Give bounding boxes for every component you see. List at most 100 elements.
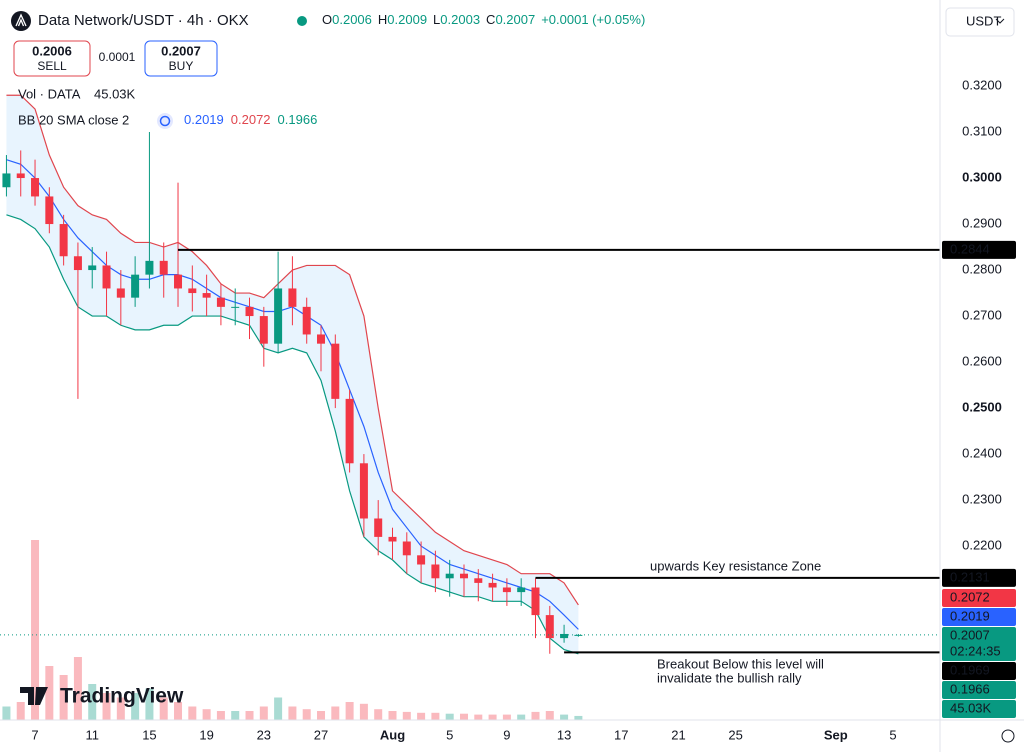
candle-body: [102, 265, 111, 289]
volume-bar: [488, 714, 497, 720]
price-label-box: [942, 662, 1016, 680]
x-tick-label: 11: [85, 727, 99, 742]
candle-body: [531, 587, 540, 616]
price-label: 0.1966: [950, 681, 990, 696]
candle-body: [288, 288, 297, 307]
volume-bar: [159, 697, 168, 720]
volume-bar: [131, 693, 140, 720]
bb-value: 0.1966: [278, 112, 318, 127]
settings-button[interactable]: [1001, 729, 1015, 743]
volume-bar: [517, 714, 526, 720]
x-tick-label: 9: [503, 727, 510, 742]
candle-body: [331, 343, 340, 399]
volume-bar: [2, 706, 11, 720]
candle-body: [2, 173, 11, 188]
dropdown-arrow: [995, 18, 1005, 24]
price-label-box: [942, 240, 1016, 259]
buy-button[interactable]: [144, 40, 218, 77]
sell-button[interactable]: [13, 40, 91, 77]
volume-bar: [174, 702, 183, 720]
candle-body: [202, 293, 211, 298]
x-tick-label: Sep: [824, 727, 848, 742]
ohlc-value: 0.2007: [495, 12, 535, 27]
candle-body: [431, 564, 440, 579]
volume-bar: [445, 713, 454, 720]
candle-body: [31, 178, 40, 197]
volume-bar: [45, 666, 54, 720]
price-label-box: [942, 627, 1016, 661]
price-label: 0.2019: [950, 608, 990, 623]
candle-body: [45, 196, 54, 225]
y-tick-label: 0.2800: [962, 261, 1002, 276]
price-label-box: [942, 608, 1016, 626]
volume-legend-value: 45.03K: [94, 86, 136, 101]
logo-mark: [20, 687, 48, 705]
x-tick-label: Aug: [380, 727, 405, 742]
x-tick-label: 5: [446, 727, 453, 742]
candle-body: [388, 536, 397, 542]
bb-icon[interactable]: [157, 113, 173, 129]
y-tick-label: 0.3100: [962, 123, 1002, 138]
ohlc-label: O: [322, 12, 332, 27]
volume-bar: [31, 540, 40, 720]
price-label-box: [942, 681, 1016, 699]
countdown: 02:24:35: [950, 643, 1001, 658]
buy-label: BUY: [169, 59, 194, 73]
price-label-box: [942, 589, 1016, 607]
y-tick-label: 0.3000: [962, 169, 1002, 184]
candle-body: [317, 334, 326, 344]
candle-body: [545, 615, 554, 639]
candle-body: [216, 297, 225, 307]
candle-body: [345, 398, 354, 464]
volume-bar: [73, 657, 82, 720]
candle-body: [73, 256, 82, 271]
volume-bar: [374, 709, 383, 720]
x-tick-label: 13: [557, 727, 571, 742]
currency-select[interactable]: [945, 7, 1015, 37]
bb-value: 0.2072: [231, 112, 271, 127]
volume-bar: [216, 711, 225, 720]
buy-price: 0.2007: [161, 43, 201, 58]
band-fill: [6, 95, 579, 654]
volume-bar: [259, 706, 268, 720]
volume-bar: [359, 703, 368, 720]
x-tick-label: 7: [31, 727, 38, 742]
ohlc-value: 0.2009: [387, 12, 427, 27]
candle-body: [445, 573, 454, 579]
volume-label: 45.03K: [950, 700, 992, 715]
volume-bar: [331, 706, 340, 720]
candle-body: [159, 260, 168, 275]
x-tick-label: 21: [671, 727, 685, 742]
candle-body: [174, 274, 183, 289]
bb-value: 0.2019: [184, 112, 224, 127]
volume-bar: [288, 706, 297, 720]
ohlc-label: H: [378, 12, 387, 27]
bb-values: 0.2019 0.2072 0.1966: [184, 112, 317, 127]
volume-bar: [116, 697, 125, 720]
y-tick-label: 0.2300: [962, 492, 1002, 507]
spread: 0.0001: [99, 50, 136, 64]
candle-body: [59, 224, 68, 257]
volume-bar: [574, 715, 583, 720]
candle-body: [517, 587, 526, 593]
volume-bar: [317, 711, 326, 720]
volume-bar: [388, 711, 397, 720]
annotation: invalidate the bullish rally: [657, 670, 802, 685]
price-label-box: [942, 568, 1016, 587]
y-tick-label: 0.2500: [962, 400, 1002, 415]
candle-body: [417, 555, 426, 565]
volume-legend: Vol · DATA: [18, 86, 81, 101]
candle-body: [560, 633, 569, 639]
volume-bar: [417, 712, 426, 720]
candle-body: [188, 288, 197, 294]
annotation: upwards Key resistance Zone: [650, 558, 821, 573]
candle-body: [459, 573, 468, 579]
plot-area: [0, 94, 940, 720]
header: Data Network/USDT · 4h · OKX O0.2006 H0.2…: [11, 7, 1015, 743]
price-label: 0.2072: [950, 589, 990, 604]
candle-body: [131, 274, 140, 298]
change: +0.0001 (+0.05%): [541, 12, 645, 27]
candle-body: [502, 587, 511, 593]
